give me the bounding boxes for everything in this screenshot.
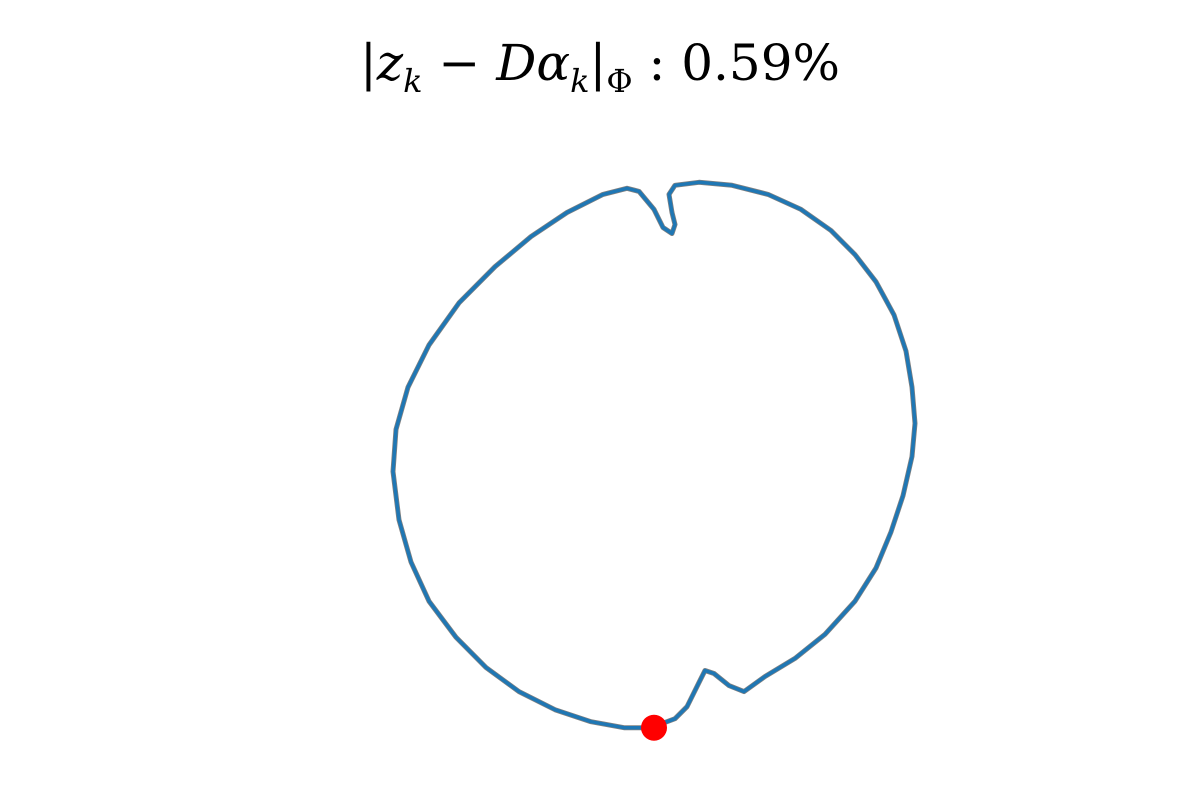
start-point-marker bbox=[641, 714, 667, 741]
chart-title: |zk − Dαk|Φ : 0.59% bbox=[0, 28, 1200, 100]
title-k2: k bbox=[570, 62, 590, 100]
title-d: D bbox=[496, 34, 537, 92]
title-phi: Φ bbox=[606, 62, 633, 100]
title-close-bar: | bbox=[589, 34, 607, 92]
title-z: z bbox=[376, 34, 404, 92]
title-minus: − bbox=[422, 34, 497, 92]
title-alpha: α bbox=[536, 34, 571, 92]
title-sep: : bbox=[632, 34, 682, 92]
title-open-bar: | bbox=[359, 34, 377, 92]
title-value: 0.59% bbox=[681, 34, 841, 92]
series-layer bbox=[390, 179, 918, 731]
series-line-target bbox=[390, 179, 918, 731]
title-k1: k bbox=[403, 62, 423, 100]
marker-layer bbox=[641, 714, 667, 741]
series-line-reconstruction bbox=[391, 180, 917, 730]
